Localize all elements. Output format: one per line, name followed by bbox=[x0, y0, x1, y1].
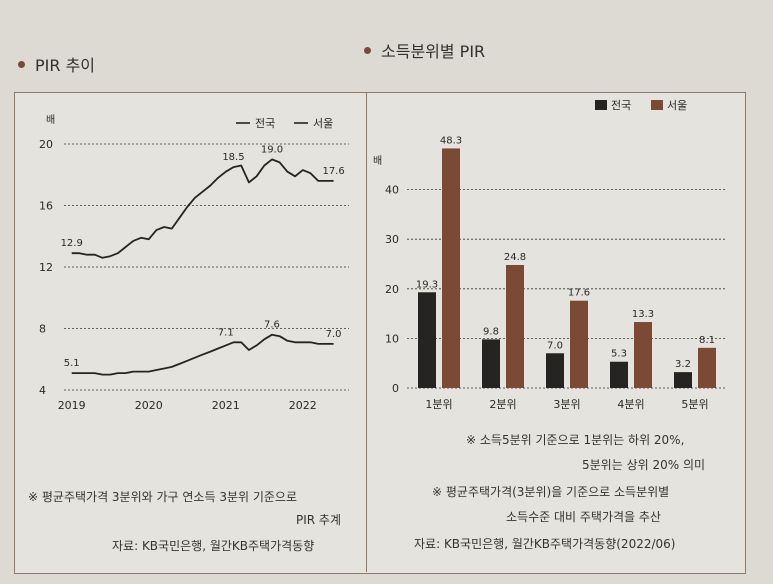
y-tick-label: 12 bbox=[39, 261, 53, 274]
right-chart-heading: 소득분위별 PIR bbox=[364, 38, 485, 62]
x-tick-label: 2022 bbox=[289, 399, 317, 412]
bar-national bbox=[546, 353, 564, 388]
bar-national bbox=[482, 339, 500, 388]
data-label: 17.6 bbox=[322, 166, 344, 177]
legend-label-seoul: 서울 bbox=[667, 99, 687, 112]
series-line-seoul bbox=[71, 158, 334, 259]
x-tick-label: 2020 bbox=[135, 399, 163, 412]
bar-value-label: 3.2 bbox=[675, 359, 691, 370]
x-tick-label: 2019 bbox=[58, 399, 86, 412]
x-category-label: 3분위 bbox=[553, 398, 580, 411]
left-source: 자료: KB국민은행, 월간KB주택가격동향 bbox=[112, 539, 315, 553]
x-tick-label: 2021 bbox=[212, 399, 240, 412]
bar-value-label: 24.8 bbox=[504, 252, 526, 263]
x-category-label: 5분위 bbox=[681, 398, 708, 411]
legend-label-national: 전국 bbox=[255, 117, 275, 130]
y-tick-label: 30 bbox=[385, 233, 399, 246]
bar-national bbox=[418, 292, 436, 388]
y-tick-label: 20 bbox=[385, 283, 399, 296]
right-footnote-3: ※ 평균주택가격(3분위)을 기준으로 소득분위별 bbox=[432, 485, 670, 499]
bar-seoul bbox=[570, 300, 588, 388]
data-label: 12.9 bbox=[61, 238, 83, 249]
y-tick-label: 16 bbox=[39, 200, 53, 213]
y-tick-label: 4 bbox=[39, 384, 46, 397]
y-tick-label: 0 bbox=[392, 382, 399, 395]
right-footnote-1: ※ 소득5분위 기준으로 1분위는 하위 20%, bbox=[466, 433, 685, 447]
right-footnote-2: 5분위는 상위 20% 의미 bbox=[582, 458, 706, 472]
bar-value-label: 13.3 bbox=[632, 309, 654, 320]
bar-national bbox=[674, 372, 692, 388]
bar-seoul bbox=[506, 264, 524, 388]
x-category-label: 2분위 bbox=[489, 398, 516, 411]
pir-trend-line-chart: 배 4 8 12 16 20 2019 2020 2021 2022 전국 서울 12.9 18.5 19.… bbox=[39, 114, 349, 412]
bar-value-label: 7.0 bbox=[547, 340, 563, 351]
y-tick-label: 20 bbox=[39, 138, 53, 151]
left-chart-heading: PIR 추이 bbox=[18, 52, 95, 76]
bar-value-label: 5.3 bbox=[611, 349, 627, 360]
data-label: 18.5 bbox=[222, 152, 244, 163]
right-footnote-4: 소득수준 대비 주택가격을 추산 bbox=[506, 510, 661, 524]
data-label: 7.0 bbox=[326, 329, 342, 340]
y-tick-label: 40 bbox=[385, 184, 399, 197]
heading-bullet-icon bbox=[18, 60, 25, 68]
left-footnote-1: ※ 평균주택가격 3분위와 가구 연소득 3분위 기준으로 bbox=[28, 490, 298, 504]
heading-bullet-icon bbox=[364, 46, 371, 54]
bar-national bbox=[610, 361, 628, 388]
bar-value-label: 48.3 bbox=[440, 135, 462, 146]
bar-value-label: 9.8 bbox=[483, 326, 499, 337]
data-label: 7.1 bbox=[218, 327, 234, 338]
legend-swatch-national bbox=[595, 100, 607, 110]
data-label: 5.1 bbox=[64, 358, 80, 369]
x-category-label: 4분위 bbox=[617, 398, 644, 411]
bar-value-label: 8.1 bbox=[699, 335, 715, 346]
left-footnote-2: PIR 추계 bbox=[296, 513, 342, 527]
y-tick-label: 8 bbox=[39, 323, 46, 336]
income-quintile-bar-chart: 배 0 10 20 30 40 전국 서울 19.3 48.3 1분위 9.8 24.8 2분위 7.0 17… bbox=[373, 99, 727, 411]
y-axis-unit: 배 bbox=[373, 155, 382, 167]
legend-label-national: 전국 bbox=[611, 99, 631, 112]
x-category-label: 1분위 bbox=[425, 398, 452, 411]
bar-seoul bbox=[698, 347, 716, 388]
bar-seoul bbox=[634, 322, 652, 388]
series-line-national bbox=[71, 333, 334, 376]
data-label: 7.6 bbox=[264, 320, 280, 331]
data-label: 19.0 bbox=[261, 144, 283, 155]
y-tick-label: 10 bbox=[385, 332, 399, 345]
bar-seoul bbox=[442, 148, 460, 388]
y-axis-unit: 배 bbox=[46, 114, 55, 126]
bar-value-label: 17.6 bbox=[568, 288, 590, 299]
right-source: 자료: KB국민은행, 월간KB주택가격동향(2022/06) bbox=[414, 537, 676, 551]
chart-panel-frame bbox=[14, 92, 746, 574]
legend-swatch-seoul bbox=[651, 100, 663, 110]
left-chart-title: PIR 추이 bbox=[35, 56, 96, 75]
panel-divider bbox=[366, 92, 367, 572]
right-chart-title: 소득분위별 PIR bbox=[381, 42, 486, 61]
bar-value-label: 19.3 bbox=[416, 279, 438, 290]
legend-label-seoul: 서울 bbox=[313, 117, 333, 130]
